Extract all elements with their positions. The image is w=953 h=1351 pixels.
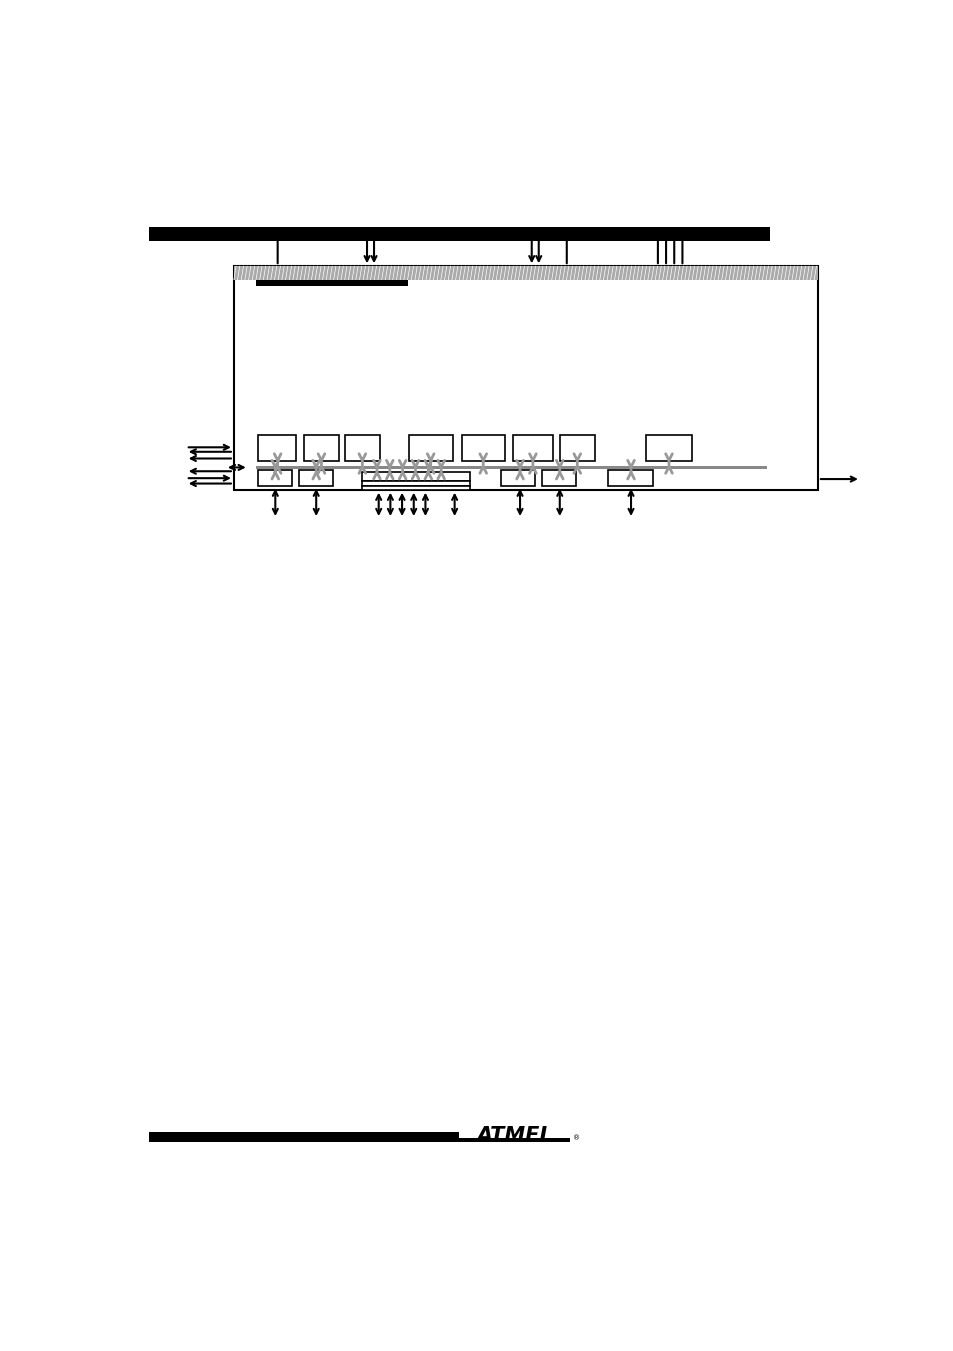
Bar: [299, 470, 333, 486]
Bar: [362, 486, 470, 490]
Bar: [149, 1132, 458, 1142]
Bar: [304, 435, 338, 461]
Bar: [456, 1138, 570, 1142]
Bar: [645, 435, 691, 461]
Text: ®: ®: [573, 1135, 579, 1142]
Bar: [607, 470, 653, 486]
Bar: [362, 471, 470, 481]
Bar: [258, 470, 292, 486]
Bar: [362, 481, 470, 486]
Bar: [501, 470, 535, 486]
Bar: [255, 280, 408, 286]
Bar: [149, 227, 769, 242]
Bar: [255, 466, 766, 469]
Bar: [461, 435, 505, 461]
Bar: [233, 266, 817, 490]
Bar: [344, 435, 379, 461]
Bar: [233, 266, 817, 280]
Bar: [513, 435, 552, 461]
Bar: [409, 435, 453, 461]
Bar: [258, 435, 296, 461]
Text: ATMEL: ATMEL: [476, 1125, 553, 1146]
Bar: [559, 435, 594, 461]
Bar: [541, 470, 576, 486]
